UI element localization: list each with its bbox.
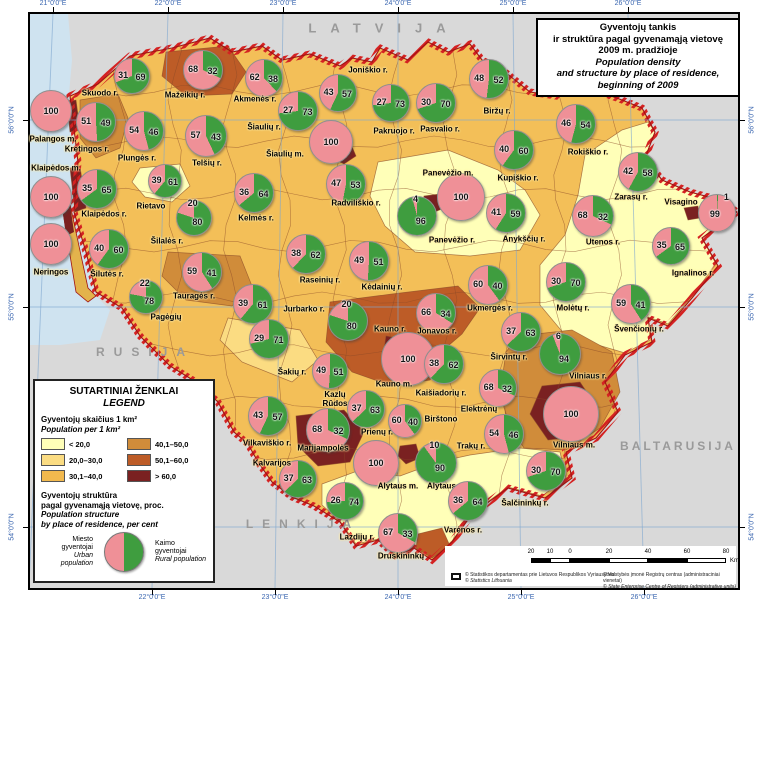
legend-class-label: < 20,0 [69, 439, 91, 449]
scalebar-label: 10 [546, 549, 554, 555]
frame-tick [398, 590, 399, 595]
coordinate-label: 24°0'0"E [384, 594, 412, 601]
frame-tick [740, 527, 745, 528]
graticule-meridian [512, 14, 522, 588]
legend-class-label: 40,1–50,0 [155, 439, 189, 449]
frame-tick [275, 590, 276, 595]
density-class-column: < 20,0 20,0–30,0 30,1–40,0 [41, 438, 121, 486]
density-class-row: 40,1–50,0 [127, 438, 207, 450]
legend-class-label: 50,1–60,0 [155, 455, 189, 465]
scalebar-label: 80 [722, 549, 730, 555]
publisher-logo-icon [451, 573, 461, 580]
scalebar-segment [687, 558, 726, 563]
urban-legend-label-en: Urban population [60, 552, 93, 567]
scalebar-segment [550, 558, 570, 563]
legend-class-swatch [127, 454, 151, 466]
frame-tick [644, 590, 645, 595]
scalebar-segment [570, 558, 609, 563]
density-class-row: < 20,0 [41, 438, 121, 450]
title-line-en-3: beginning of 2009 [597, 79, 679, 91]
density-section-title-en: Population per 1 km² [41, 424, 121, 434]
title-line-lt-1: Gyventojų tankis [599, 22, 677, 33]
urban-legend-label-lt: Miesto gyventojai [61, 536, 93, 551]
scalebar-label: 20 [527, 549, 535, 555]
frame-tick [740, 120, 745, 121]
structure-title-lt-2: pagal gyvenamąją vietovę, proc. [41, 500, 164, 510]
structure-title-lt-1: Gyventojų struktūra [41, 491, 118, 500]
density-class-row: > 60,0 [127, 470, 207, 482]
scalebar-segment [531, 558, 550, 563]
attribution-left-en: © Statistics Lithuania [465, 578, 512, 584]
coordinate-label: 25°0'0"E [507, 594, 535, 601]
national-border-line [69, 37, 738, 561]
coordinate-label: 21°0'0"E [39, 0, 67, 7]
legend-class-swatch [41, 470, 65, 482]
legend-class-swatch [127, 470, 151, 482]
density-class-row: 30,1–40,0 [41, 470, 121, 482]
title-line-en-1: Population density [595, 56, 681, 68]
legend-title-en: LEGEND [103, 398, 145, 409]
scalebar-label: 0 [568, 549, 572, 555]
structure-title-en-1: Population structure [41, 510, 120, 519]
scalebar-unit: Km [730, 558, 739, 564]
coordinate-label: 25°0'0"E [499, 0, 527, 7]
scalebar-segment [648, 558, 687, 563]
legend-class-swatch [41, 438, 65, 450]
scalebar-box: © Statistikos departamentas prie Lietuvo… [445, 546, 739, 590]
attribution-left: © Statistikos departamentas prie Lietuvo… [465, 572, 614, 584]
coordinate-label: 22°0'0"E [154, 0, 182, 7]
frame-tick [152, 590, 153, 595]
coordinate-label: 56°0'0"N [748, 106, 756, 134]
attribution-right: © Valstybės įmonė Registrų centras (admi… [603, 572, 736, 590]
coordinate-label: 23°0'0"E [261, 594, 289, 601]
density-class-row: 50,1–60,0 [127, 454, 207, 466]
coordinate-label: 55°0'0"N [748, 293, 756, 321]
legend-class-label: > 60,0 [155, 471, 177, 481]
density-class-column: 40,1–50,0 50,1–60,0 > 60,0 [127, 438, 207, 486]
scalebar-label: 20 [605, 549, 613, 555]
coordinate-label: 26°0'0"E [614, 0, 642, 7]
scalebar-segment [609, 558, 648, 563]
coordinate-label: 54°0'0"N [8, 513, 16, 541]
density-class-row: 20,0–30,0 [41, 454, 121, 466]
legend-title-lt: SUTARTINIAI ŽENKLAI [69, 386, 179, 397]
attribution-left-lt: © Statistikos departamentas prie Lietuvo… [465, 572, 615, 578]
legend-box: SUTARTINIAI ŽENKLAI LEGEND Gyventojų ska… [33, 379, 215, 583]
coordinate-label: 23°0'0"E [269, 0, 297, 7]
coordinate-label: 56°0'0"N [8, 106, 16, 134]
rural-legend-label-lt: Kaimo gyventojai [155, 540, 187, 555]
legend-pie-sample [104, 532, 144, 572]
coordinate-label: 54°0'0"N [748, 513, 756, 541]
title-line-lt-3: 2009 m. pradžioje [598, 45, 678, 56]
scalebar-label: 60 [683, 549, 691, 555]
legend-class-swatch [127, 438, 151, 450]
legend-class-label: 30,1–40,0 [69, 471, 103, 481]
density-class-list: < 20,0 20,0–30,0 30,1–40,0 40,1–50,0 50,1–60… [41, 438, 207, 486]
title-line-lt-2: ir struktūra pagal gyvenamąją vietovę [552, 33, 724, 45]
title-line-en-2: and structure by place of residence, [556, 68, 720, 79]
structure-title-en-2: by place of residence, per cent [41, 519, 158, 529]
density-section-title-lt: Gyventojų skaičius 1 km² [41, 415, 138, 424]
coordinate-label: 26°0'0"E [630, 594, 658, 601]
attribution-right-lt: © Valstybės įmonė Registrų centras (admi… [603, 572, 720, 584]
coordinate-label: 24°0'0"E [384, 0, 412, 7]
attribution-right-en: © State Enterprise Centre of Registers (… [603, 584, 736, 590]
frame-tick [740, 307, 745, 308]
frame-tick [521, 590, 522, 595]
legend-class-swatch [41, 454, 65, 466]
rural-legend-label-en: Rural population [155, 556, 206, 563]
legend-class-label: 20,0–30,0 [69, 455, 103, 465]
coordinate-label: 55°0'0"N [8, 293, 16, 321]
density-patch [485, 373, 501, 389]
coordinate-label: 22°0'0"E [138, 594, 166, 601]
title-box: Gyventojų tankis ir struktūra pagal gyve… [536, 18, 740, 97]
scalebar-label: 40 [644, 549, 652, 555]
